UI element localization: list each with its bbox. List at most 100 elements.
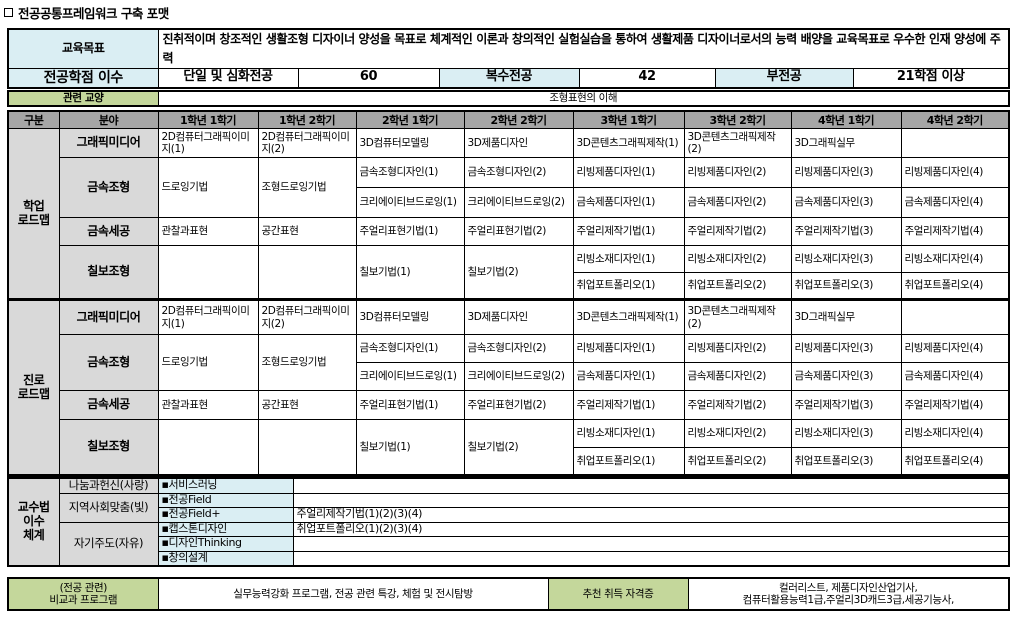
field-label: 그래픽미디어 [58,128,159,158]
course-cell: 리빙소재디자인(1) [572,245,685,273]
column-header: 3학년 2학기 [683,110,792,129]
roadmap-row: 칠보조형 칠보기법(1) 칠보기법(2) 리빙소재디자인(1) 리빙소재디자인(2) 리빙… [8,245,1010,301]
applied-courses [292,477,1010,494]
course-cell: 리빙제품디자인(3) [790,157,902,188]
course-cell: 3D콘텐츠그래픽제작(2) [683,128,792,158]
single-major-label: 단일 및 심화전공 [157,68,299,88]
roadmap-row: 금속조형 드로잉기법 조형드로잉기법 금속조형디자인(1) 금속조형디자인(2) 리빙제품… [8,334,1010,391]
course-cell: 리빙제품디자인(3) [790,334,902,363]
field-label: 금속조형 [58,157,159,218]
course-cell: 리빙소재디자인(1) [572,419,685,448]
course-cell: 리빙제품디자인(4) [900,157,1010,188]
pedagogy-row: ▪전공Field+ 주얼리제작기법(1)(2)(3)(4) [8,507,1010,523]
related-label: 관련 교양 [7,90,159,107]
course-cell: 주얼리제작기법(1) [572,217,685,246]
course-cell: 크리에이티브드로잉(1) [355,187,465,218]
goal-text: 진취적이며 창조적인 생활조형 디자이너 양성을 목표로 체계적인 이론과 창의… [157,28,1010,69]
field-label: 금속세공 [58,217,159,246]
certificate-label: 추천 취득 자격증 [547,577,689,611]
course-cell [157,419,259,477]
roadmap-row: 크리에이티브드로잉(1) 크리에이티브드로잉(2) 금속제품디자인(1) 금속제품디자… [8,187,1010,218]
course-cell: 크리에이티브드로잉(2) [463,187,574,218]
certificate-line2: 컴퓨터활용능력1급,주얼리3D캐드3급,세공기능사, [742,594,955,606]
course-cell: 2D컴퓨터그래픽이미지(2) [257,128,357,158]
course-cell: 칠보기법(1) [355,419,465,477]
course-cell: 금속제품디자인(3) [790,187,902,218]
course-cell: 3D그래픽실무 [790,128,902,158]
course-cell: 3D제품디자인 [463,299,574,335]
course-cell: 금속조형디자인(2) [463,334,574,363]
course-cell: 취업포트폴리오(1) [572,447,685,477]
goal-credits-table: 교육목표 진취적이며 창조적인 생활조형 디자이너 양성을 목표로 체계적인 이… [7,28,1010,89]
course-cell: 리빙소재디자인(3) [790,245,902,273]
course-cell: 조형드로잉기법 [257,334,357,391]
course-cell: 주얼리제작기법(3) [790,390,902,420]
course-cell: 리빙소재디자인(4) [900,419,1010,448]
extracurricular-label-line1: (전공 관련) [59,581,108,594]
course-cell: 금속제품디자인(2) [683,187,792,218]
course-cell: 금속제품디자인(4) [900,187,1010,218]
extracurricular-label: (전공 관련) 비교과 프로그램 [7,577,159,611]
column-header: 구분 [7,110,60,129]
teaching-method: ▪전공Field+ [157,507,294,523]
course-cell: 3D컴퓨터모델링 [355,128,465,158]
course-cell: 금속제품디자인(3) [790,362,902,391]
extracurricular-table: (전공 관련) 비교과 프로그램 실무능력강화 프로그램, 전공 관련 특강, 체… [7,577,1010,611]
course-cell: 리빙소재디자인(2) [683,245,792,273]
course-cell: 3D그래픽실무 [790,299,902,335]
pedagogy-row: ▪창의설계 [8,550,1010,567]
teaching-method: ▪디자인Thinking [157,536,294,552]
column-header: 2학년 2학기 [463,110,574,129]
square-bullet-icon [4,8,13,17]
course-cell: 취업포트폴리오(2) [683,272,792,301]
course-cell: 리빙제품디자인(1) [572,334,685,363]
roadmap-row: 취업포트폴리오(1) 취업포트폴리오(2) 취업포트폴리오(3) 취업포트폴리오(4) [8,447,1010,477]
double-major-credits: 42 [578,68,716,88]
course-cell: 주얼리표현기법(1) [355,390,465,420]
course-cell: 금속조형디자인(2) [463,157,574,188]
course-cell: 금속제품디자인(1) [572,362,685,391]
course-cell: 3D콘텐츠그래픽제작(1) [572,128,685,158]
course-cell [900,299,1010,335]
course-cell: 취업포트폴리오(4) [900,272,1010,301]
minor-credits: 21학점 이상 [852,68,1010,88]
course-cell: 크리에이티브드로잉(2) [463,362,574,391]
applied-courses: 취업포트폴리오(1)(2)(3)(4) [292,521,1010,537]
course-cell: 리빙제품디자인(2) [683,157,792,188]
course-cell: 크리에이티브드로잉(1) [355,362,465,391]
minor-label: 부전공 [714,68,854,88]
course-cell: 주얼리제작기법(2) [683,217,792,246]
course-cell: 취업포트폴리오(4) [900,447,1010,477]
course-cell: 리빙제품디자인(1) [572,157,685,188]
pedagogy-group: 지역사회맞춤(빛) [58,492,159,523]
roadmap-row: 크리에이티브드로잉(1) 크리에이티브드로잉(2) 금속제품디자인(1) 금속제품디자… [8,362,1010,391]
course-cell: 취업포트폴리오(3) [790,447,902,477]
page-title: 전공공통프레임워크 구축 포맷 [4,3,169,22]
pedagogy-table: 교수법 이수 체계 나눔과헌신(사랑) ▪서비스러닝 지역사회맞춤(빛) ▪전공Fiel… [7,477,1010,567]
course-cell [257,419,357,477]
course-cell [257,245,357,301]
field-label: 금속조형 [58,334,159,391]
column-header: 1학년 1학기 [157,110,259,129]
field-label: 금속세공 [58,390,159,420]
course-cell: 주얼리표현기법(2) [463,217,574,246]
pedagogy-label: 교수법 이수 체계 [7,477,60,567]
roadmap-row: 취업포트폴리오(1) 취업포트폴리오(2) 취업포트폴리오(3) 취업포트폴리오(4) [8,272,1010,301]
roadmap-row: 금속세공 관찰과표현 공간표현 주얼리표현기법(1) 주얼리표현기법(2) 주얼리제작기법… [8,217,1010,246]
pedagogy-group: 나눔과헌신(사랑) [58,477,159,494]
double-major-label: 복수전공 [438,68,580,88]
credits-label: 전공학점 이수 [7,68,159,88]
course-cell: 관찰과표현 [157,390,259,420]
single-major-credits: 60 [297,68,440,88]
course-cell: 칠보기법(2) [463,419,574,477]
roadmap-table: 구분 분야 1학년 1학기 1학년 2학기 2학년 1학기 2학년 2학기 3학년 1학기 3… [7,110,1010,477]
column-header: 분야 [58,110,159,129]
roadmap-row: 금속조형 드로잉기법 조형드로잉기법 금속조형디자인(1) 금속조형디자인(2) 리빙제품… [8,157,1010,218]
course-cell: 드로잉기법 [157,334,259,391]
course-cell: 금속제품디자인(2) [683,362,792,391]
roadmap-row: 칠보조형 칠보기법(1) 칠보기법(2) 리빙소재디자인(1) 리빙소재디자인(2) 리빙… [8,419,1010,477]
course-cell: 금속조형디자인(1) [355,334,465,363]
column-header: 1학년 2학기 [257,110,357,129]
course-cell: 주얼리제작기법(3) [790,217,902,246]
course-cell: 주얼리제작기법(1) [572,390,685,420]
